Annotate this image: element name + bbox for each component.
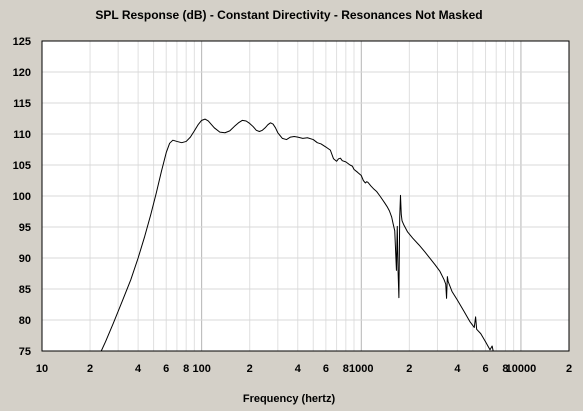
x-tick-label: 4 bbox=[454, 363, 461, 375]
spl-response-line bbox=[100, 118, 494, 352]
y-tick-label: 100 bbox=[13, 191, 31, 203]
x-tick-label: 1000 bbox=[349, 363, 373, 375]
series-layer bbox=[100, 118, 494, 352]
x-tick-label: 4 bbox=[135, 363, 142, 375]
x-tick-label: 10 bbox=[36, 363, 48, 375]
y-tick-label: 95 bbox=[19, 222, 31, 234]
grid bbox=[42, 41, 569, 351]
x-tick-label: 6 bbox=[163, 363, 169, 375]
x-axis-label: Frequency (hertz) bbox=[243, 393, 336, 405]
y-tick-label: 115 bbox=[13, 98, 31, 110]
y-tick-label: 125 bbox=[13, 36, 31, 48]
y-tick-label: 110 bbox=[13, 129, 31, 141]
x-tick-label: 2 bbox=[406, 363, 412, 375]
x-tick-label: 8 bbox=[343, 363, 349, 375]
y-tick-label: 105 bbox=[13, 160, 31, 172]
x-tick-label: 2 bbox=[247, 363, 253, 375]
x-tick-label: 6 bbox=[482, 363, 488, 375]
x-tick-label: 8 bbox=[502, 363, 508, 375]
x-tick-label: 100 bbox=[192, 363, 210, 375]
x-tick-label: 10000 bbox=[506, 363, 537, 375]
x-tick-label: 4 bbox=[295, 363, 302, 375]
y-tick-label: 120 bbox=[13, 67, 31, 79]
x-tick-label: 8 bbox=[183, 363, 189, 375]
chart-title: SPL Response (dB) - Constant Directivity… bbox=[95, 8, 482, 22]
plot-area bbox=[41, 40, 570, 352]
y-axis-ticks: 75 80 85 90 95 100 105 110 115 120 125 bbox=[13, 36, 31, 358]
y-tick-label: 75 bbox=[19, 346, 31, 358]
y-tick-label: 80 bbox=[19, 315, 31, 327]
y-tick-label: 85 bbox=[19, 284, 31, 296]
y-tick-label: 90 bbox=[19, 253, 31, 265]
x-tick-label: 6 bbox=[323, 363, 329, 375]
x-tick-label: 2 bbox=[87, 363, 93, 375]
x-tick-label: 2 bbox=[566, 363, 572, 375]
